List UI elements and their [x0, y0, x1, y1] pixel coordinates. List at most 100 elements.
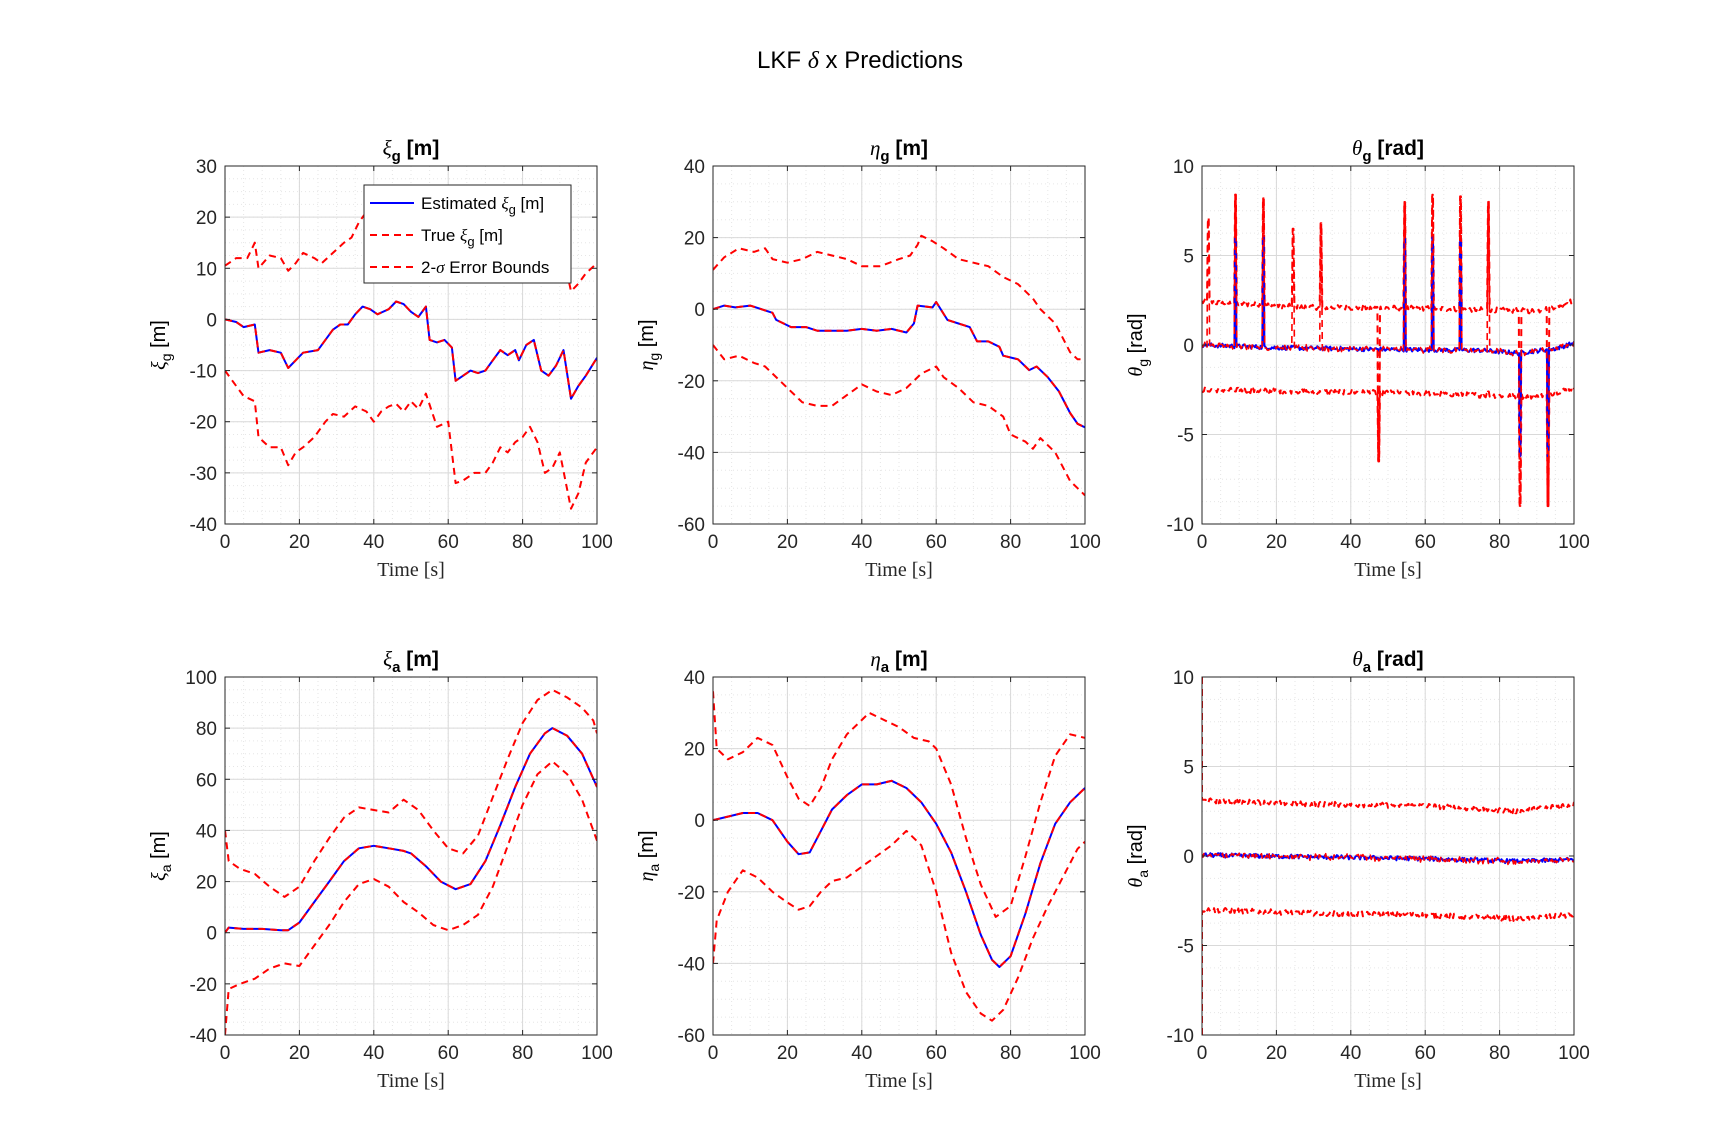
upper-error-bound-line [713, 234, 1085, 361]
x-tick-label: 100 [1069, 532, 1101, 553]
y-axis-label-unit: [rad] [1125, 824, 1147, 870]
legend-entry-symbol: ξ [501, 194, 509, 213]
y-tick-label: -40 [678, 954, 705, 975]
y-axis-label-unit: [m] [636, 830, 658, 863]
y-tick-label: -20 [678, 372, 705, 393]
true-state-line [225, 300, 597, 400]
y-tick-label: -20 [678, 883, 705, 904]
subplot-title-symbol: η [870, 136, 880, 160]
y-tick-label: -10 [1167, 1026, 1194, 1047]
subplot-title-subscript: g [392, 148, 401, 165]
x-tick-label: 60 [1415, 532, 1436, 553]
y-tick-label: -5 [1177, 426, 1194, 447]
x-tick-label: 20 [777, 532, 798, 553]
subplot-title: ηa [m] [870, 647, 927, 676]
x-tick-label: 100 [581, 1043, 613, 1064]
x-axis-label: Time [s] [1354, 559, 1422, 581]
y-tick-label: 0 [206, 924, 217, 945]
x-axis-label: Time [s] [1354, 1070, 1422, 1092]
y-tick-label: -5 [1177, 937, 1194, 958]
true-state-line [1202, 851, 1574, 866]
x-axis-label: Time [s] [865, 1070, 933, 1092]
plot-area [1202, 677, 1574, 1035]
plot-area [1202, 193, 1574, 508]
subplot-title: ξa [m] [383, 647, 439, 676]
x-tick-label: 20 [777, 1043, 798, 1064]
y-tick-label: 10 [1173, 157, 1194, 178]
legend-entry: Estimated ξg [m] [421, 194, 544, 217]
x-tick-label: 40 [363, 1043, 384, 1064]
x-tick-label: 20 [1266, 532, 1287, 553]
subplot-title-unit: [m] [890, 137, 929, 160]
plot-area [225, 688, 597, 1035]
figure-title-prefix: LKF [757, 47, 808, 74]
lower-error-bound-line [1202, 385, 1574, 508]
legend-entry-suffix: [m] [516, 194, 544, 213]
subplot-title-symbol: ξ [383, 136, 392, 160]
y-axis-label-subscript: g [646, 353, 662, 361]
axes-box [712, 165, 1086, 525]
subplot-title: θg [rad] [1352, 136, 1424, 165]
subplot-title-subscript: g [880, 148, 889, 165]
legend-entry-symbol: σ [436, 258, 445, 277]
legend-entry: 2-σ Error Bounds [421, 258, 549, 277]
x-tick-label: 20 [1266, 1043, 1287, 1064]
y-axis-label-unit: [m] [148, 320, 170, 353]
y-axis-label: ξg [m] [148, 320, 174, 370]
subplot-title: ξg [m] [383, 136, 440, 165]
legend-entry-subscript: g [467, 234, 474, 249]
y-axis-label: θg [rad] [1125, 313, 1151, 376]
y-axis-label-unit: [rad] [1125, 313, 1147, 359]
y-tick-label: -20 [190, 413, 217, 434]
x-tick-label: 80 [512, 532, 533, 553]
y-tick-label: 20 [684, 740, 705, 761]
x-tick-label: 40 [851, 1043, 872, 1064]
true-state-line [225, 727, 597, 934]
axes-box [224, 165, 598, 525]
legend-entry: True ξg [m] [421, 226, 503, 249]
y-axis-label: ξa [m] [148, 831, 174, 881]
subplot-title-subscript: a [1363, 659, 1372, 676]
plot-area [713, 234, 1085, 497]
subplot-1: 0 20 40 60 80 100 -40 -30 -20 -10 0 10 20 30 Time [s] ξ… [148, 136, 613, 581]
upper-error-bound-line [1202, 193, 1574, 508]
x-tick-label: 40 [1340, 1043, 1361, 1064]
x-tick-label: 40 [851, 532, 872, 553]
y-tick-label: -10 [1167, 515, 1194, 536]
true-state-line [1202, 193, 1574, 507]
x-tick-label: 80 [512, 1043, 533, 1064]
x-tick-label: 80 [1489, 1043, 1510, 1064]
y-axis-label-subscript: g [158, 353, 174, 361]
y-tick-label: 80 [196, 719, 217, 740]
y-axis-label-unit: [m] [148, 831, 170, 864]
subplot-title-unit: [m] [889, 648, 928, 671]
lower-error-bound-line [713, 829, 1085, 1022]
subplot-title-unit: [m] [401, 137, 440, 160]
y-axis-label-symbol: η [636, 361, 658, 371]
legend-entry-suffix: Error Bounds [445, 258, 550, 277]
legend-entry-suffix: [m] [475, 226, 503, 245]
x-tick-label: 60 [926, 1043, 947, 1064]
x-tick-label: 0 [1197, 1043, 1208, 1064]
x-axis-label: Time [s] [377, 1070, 445, 1092]
x-tick-label: 100 [1558, 1043, 1590, 1064]
y-tick-label: -40 [678, 443, 705, 464]
y-tick-label: -30 [190, 464, 217, 485]
legend-entry-prefix: Estimated [421, 194, 501, 213]
y-tick-label: 5 [1183, 758, 1194, 779]
x-tick-label: 20 [289, 532, 310, 553]
y-tick-label: 10 [1173, 668, 1194, 689]
x-tick-label: 0 [708, 1043, 719, 1064]
x-tick-label: 100 [1069, 1043, 1101, 1064]
y-tick-label: 20 [196, 208, 217, 229]
lower-error-bound-line [713, 344, 1085, 497]
subplot-title-subscript: a [392, 659, 401, 676]
x-tick-label: 60 [926, 532, 947, 553]
y-tick-label: -60 [678, 515, 705, 536]
